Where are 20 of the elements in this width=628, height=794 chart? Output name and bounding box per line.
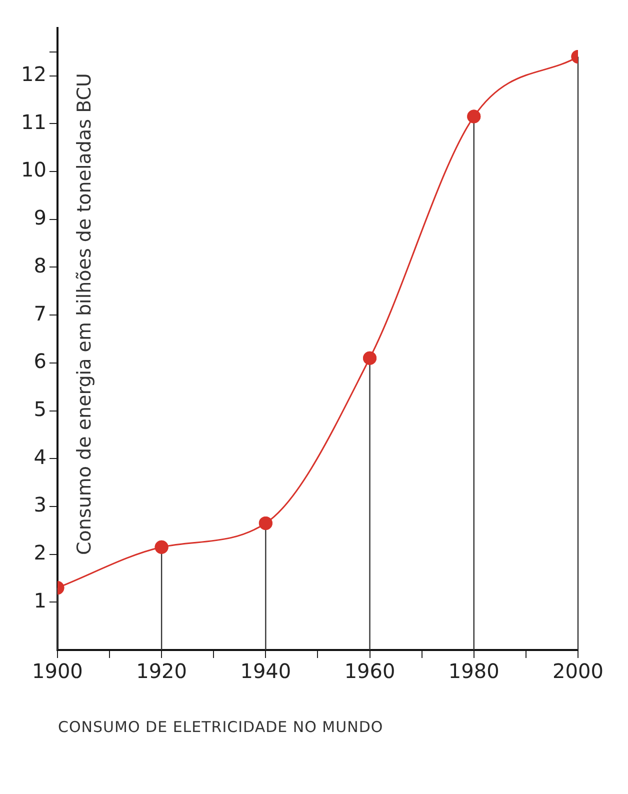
x-tick-label: 1920 [136, 659, 188, 684]
x-tick-label: 1940 [240, 659, 292, 684]
y-tick-label: 12 [20, 62, 46, 86]
y-tick-label: 8 [34, 253, 46, 278]
y-tick-label: 1 [34, 588, 46, 612]
y-axis-title: Consumo de energia em bilhões de toneladas BCU [73, 73, 96, 555]
x-tick-label: 1960 [344, 659, 396, 684]
y-tick-label: 5 [34, 396, 46, 421]
text: CONSUMO DE ELETRICIDADE NO MUNDO [58, 718, 384, 736]
y-tick-label: 9 [34, 206, 46, 230]
x-tick-label: 2000 [552, 659, 604, 684]
y-tick-label: 11 [20, 110, 46, 134]
y-tick-label: 4 [34, 444, 46, 469]
y-tick-label: 6 [34, 349, 46, 374]
y-tick-label: 10 [20, 158, 46, 182]
x-tick-label: 1980 [448, 659, 500, 684]
y-tick-label: 3 [34, 492, 46, 517]
y-tick-label: 7 [34, 301, 46, 326]
y-tick-label: 2 [34, 540, 46, 565]
x-tick-label: 1900 [32, 659, 83, 684]
